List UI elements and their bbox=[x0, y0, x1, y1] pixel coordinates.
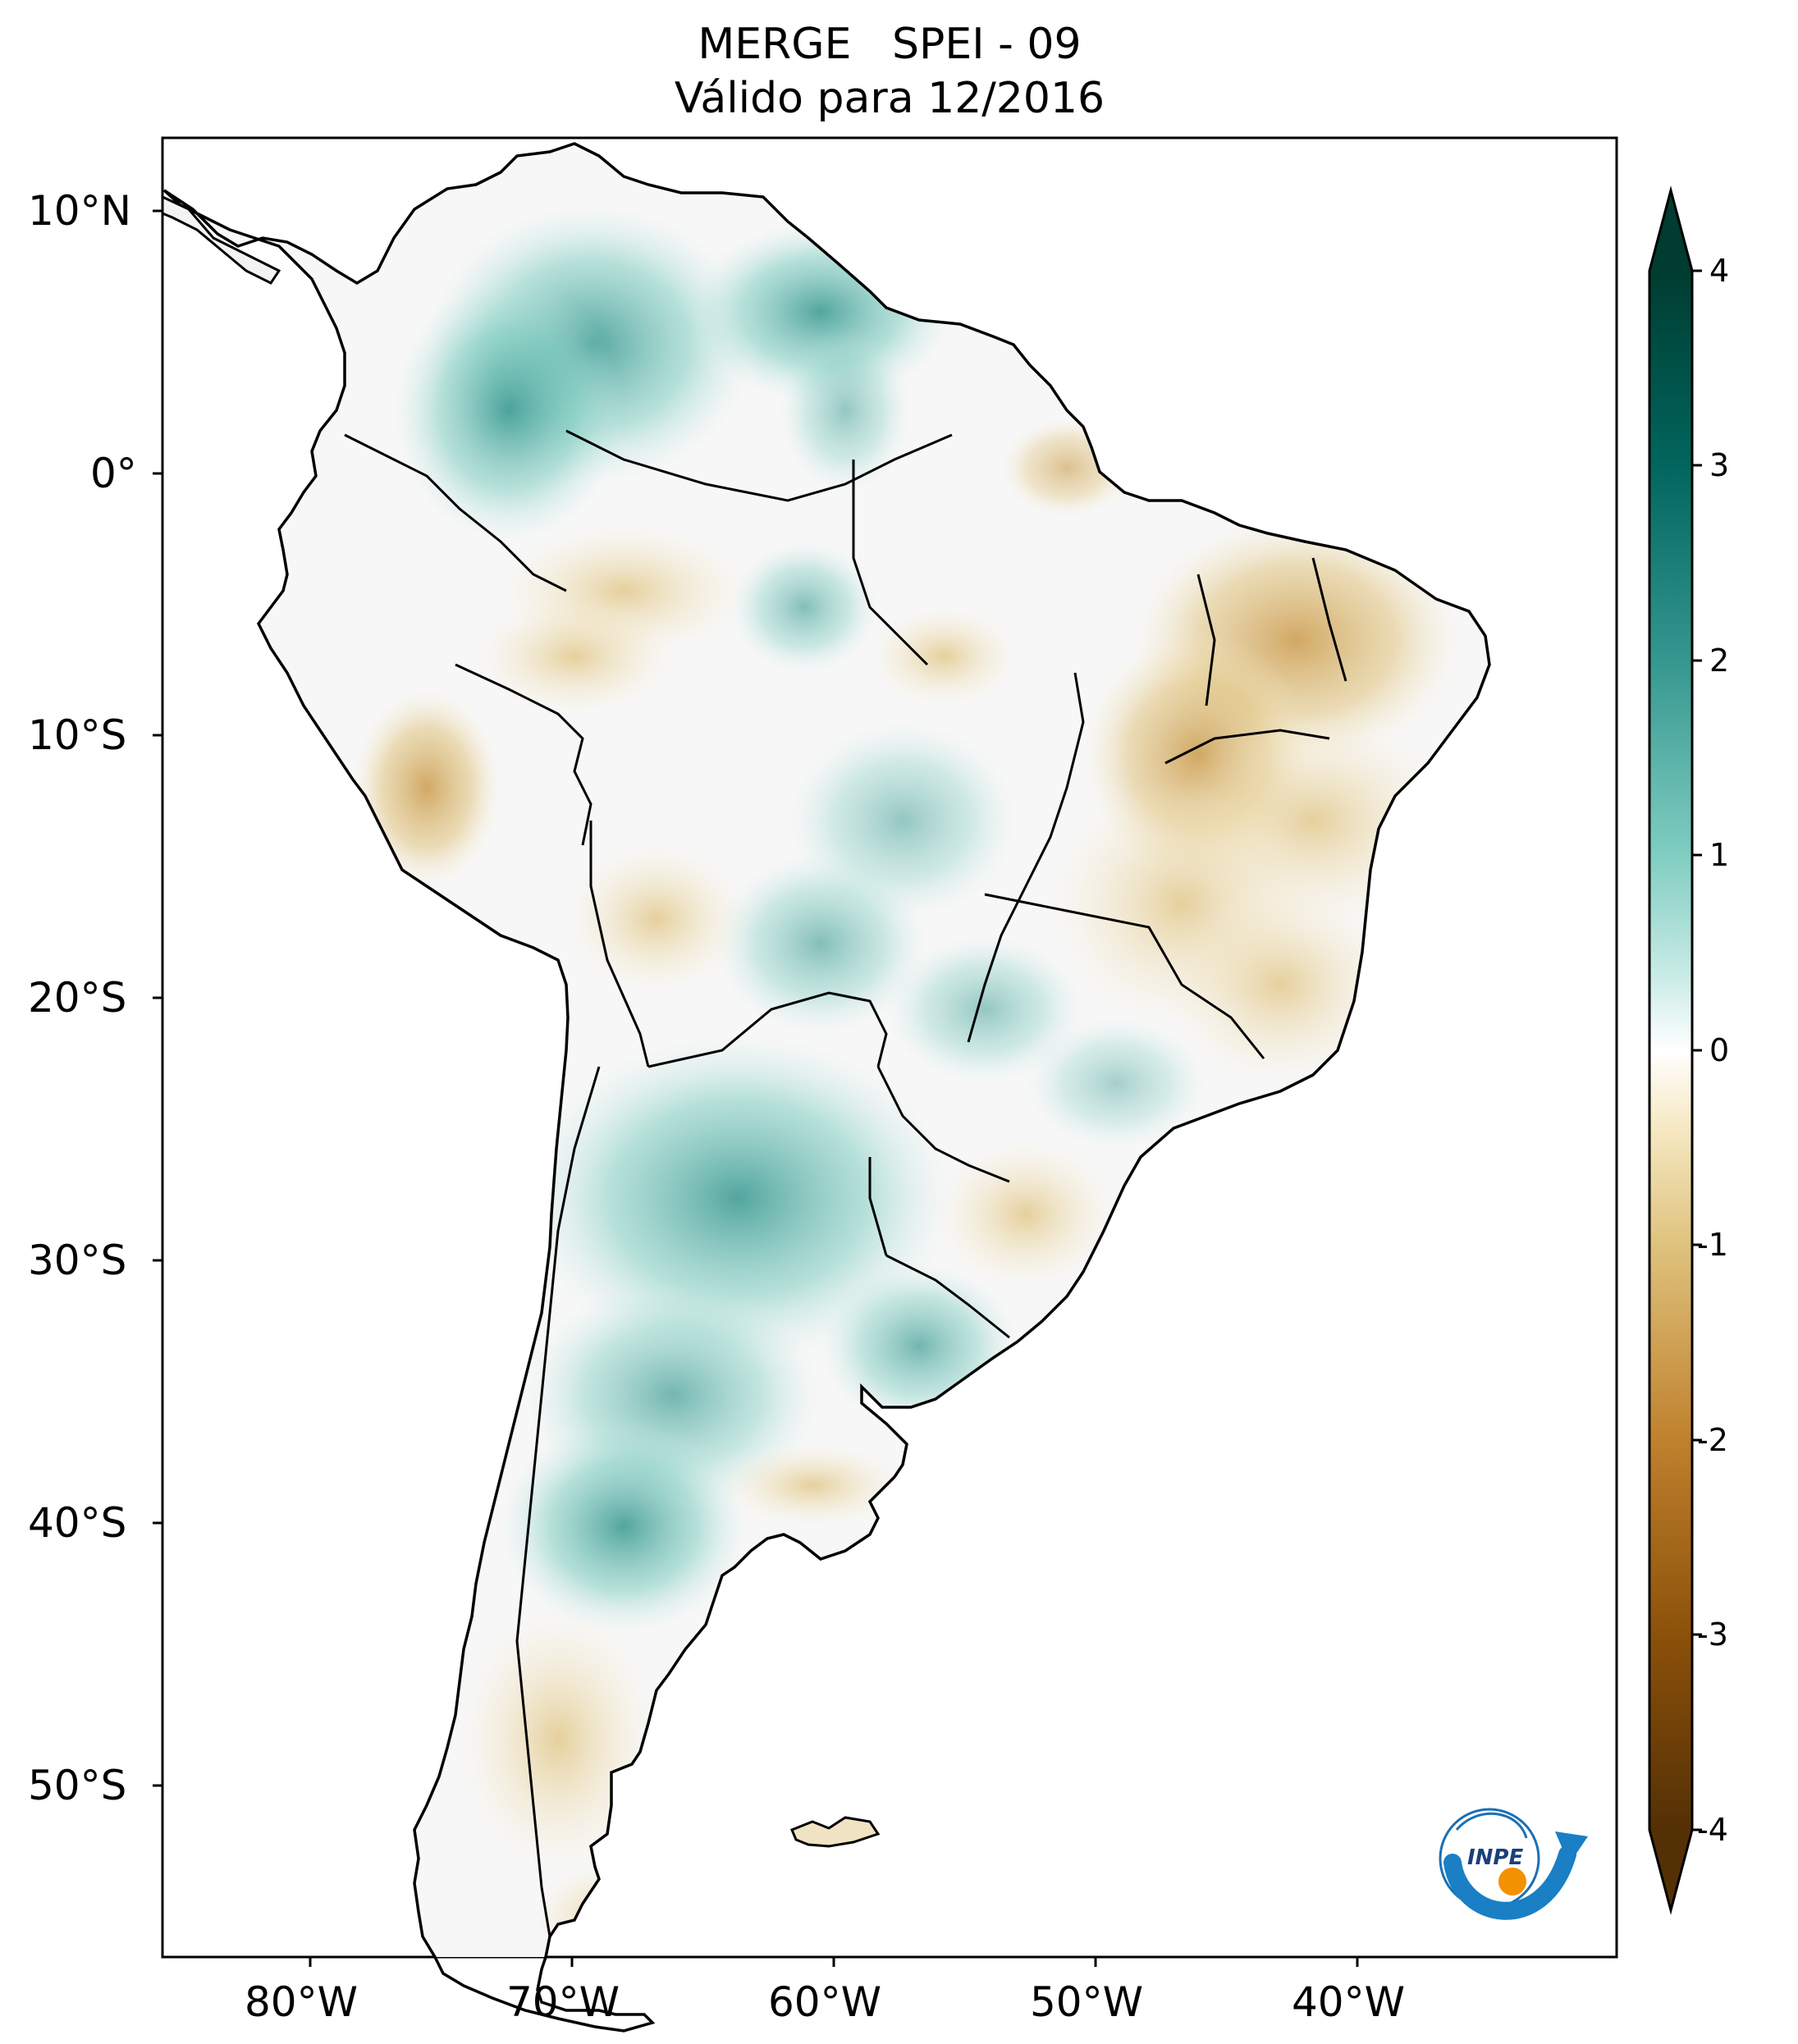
colorbar-tick-label: 2 bbox=[1709, 642, 1730, 679]
colorbar-tick-label: 1 bbox=[1709, 837, 1730, 873]
lon-tick-label: 70°W bbox=[506, 1978, 620, 2026]
colorbar-tick-label: -3 bbox=[1697, 1616, 1728, 1653]
lon-tick-label: 60°W bbox=[768, 1978, 882, 2026]
lat-tick-label: 10°N bbox=[28, 187, 132, 235]
lat-tick-label: 40°S bbox=[28, 1499, 127, 1547]
central-america bbox=[161, 194, 281, 285]
map-subtitle: Válido para 12/2016 bbox=[674, 74, 1105, 123]
colorbar-tick-label: 0 bbox=[1709, 1032, 1730, 1068]
colorbar-tick-label: -1 bbox=[1697, 1227, 1728, 1263]
lon-tick-label: 40°W bbox=[1292, 1978, 1406, 2026]
inpe-logo: INPE bbox=[1439, 1808, 1588, 1920]
lon-tick-label: 80°W bbox=[245, 1978, 359, 2026]
lat-tick-label: 30°S bbox=[28, 1237, 127, 1284]
lat-tick-label: 50°S bbox=[28, 1762, 127, 1809]
logo-text: INPE bbox=[1467, 1845, 1523, 1870]
lat-tick-label: 0° bbox=[90, 450, 137, 497]
colorbar-tick-label: -4 bbox=[1697, 1812, 1728, 1848]
tick-marks bbox=[153, 209, 1359, 1967]
lat-tick-label: 10°S bbox=[28, 711, 127, 759]
colorbar-tick-label: 3 bbox=[1709, 447, 1730, 483]
colorbar-tick-label: 4 bbox=[1709, 253, 1730, 289]
lon-tick-label: 50°W bbox=[1030, 1978, 1144, 2026]
colorbar-tick-label: -2 bbox=[1697, 1422, 1728, 1458]
falkland-islands bbox=[790, 1816, 881, 1848]
colorbar bbox=[1648, 185, 1702, 1915]
lat-tick-label: 20°S bbox=[28, 974, 127, 1022]
map-title: MERGE SPEI - 09 bbox=[698, 20, 1082, 69]
country-borders bbox=[344, 429, 1347, 1937]
